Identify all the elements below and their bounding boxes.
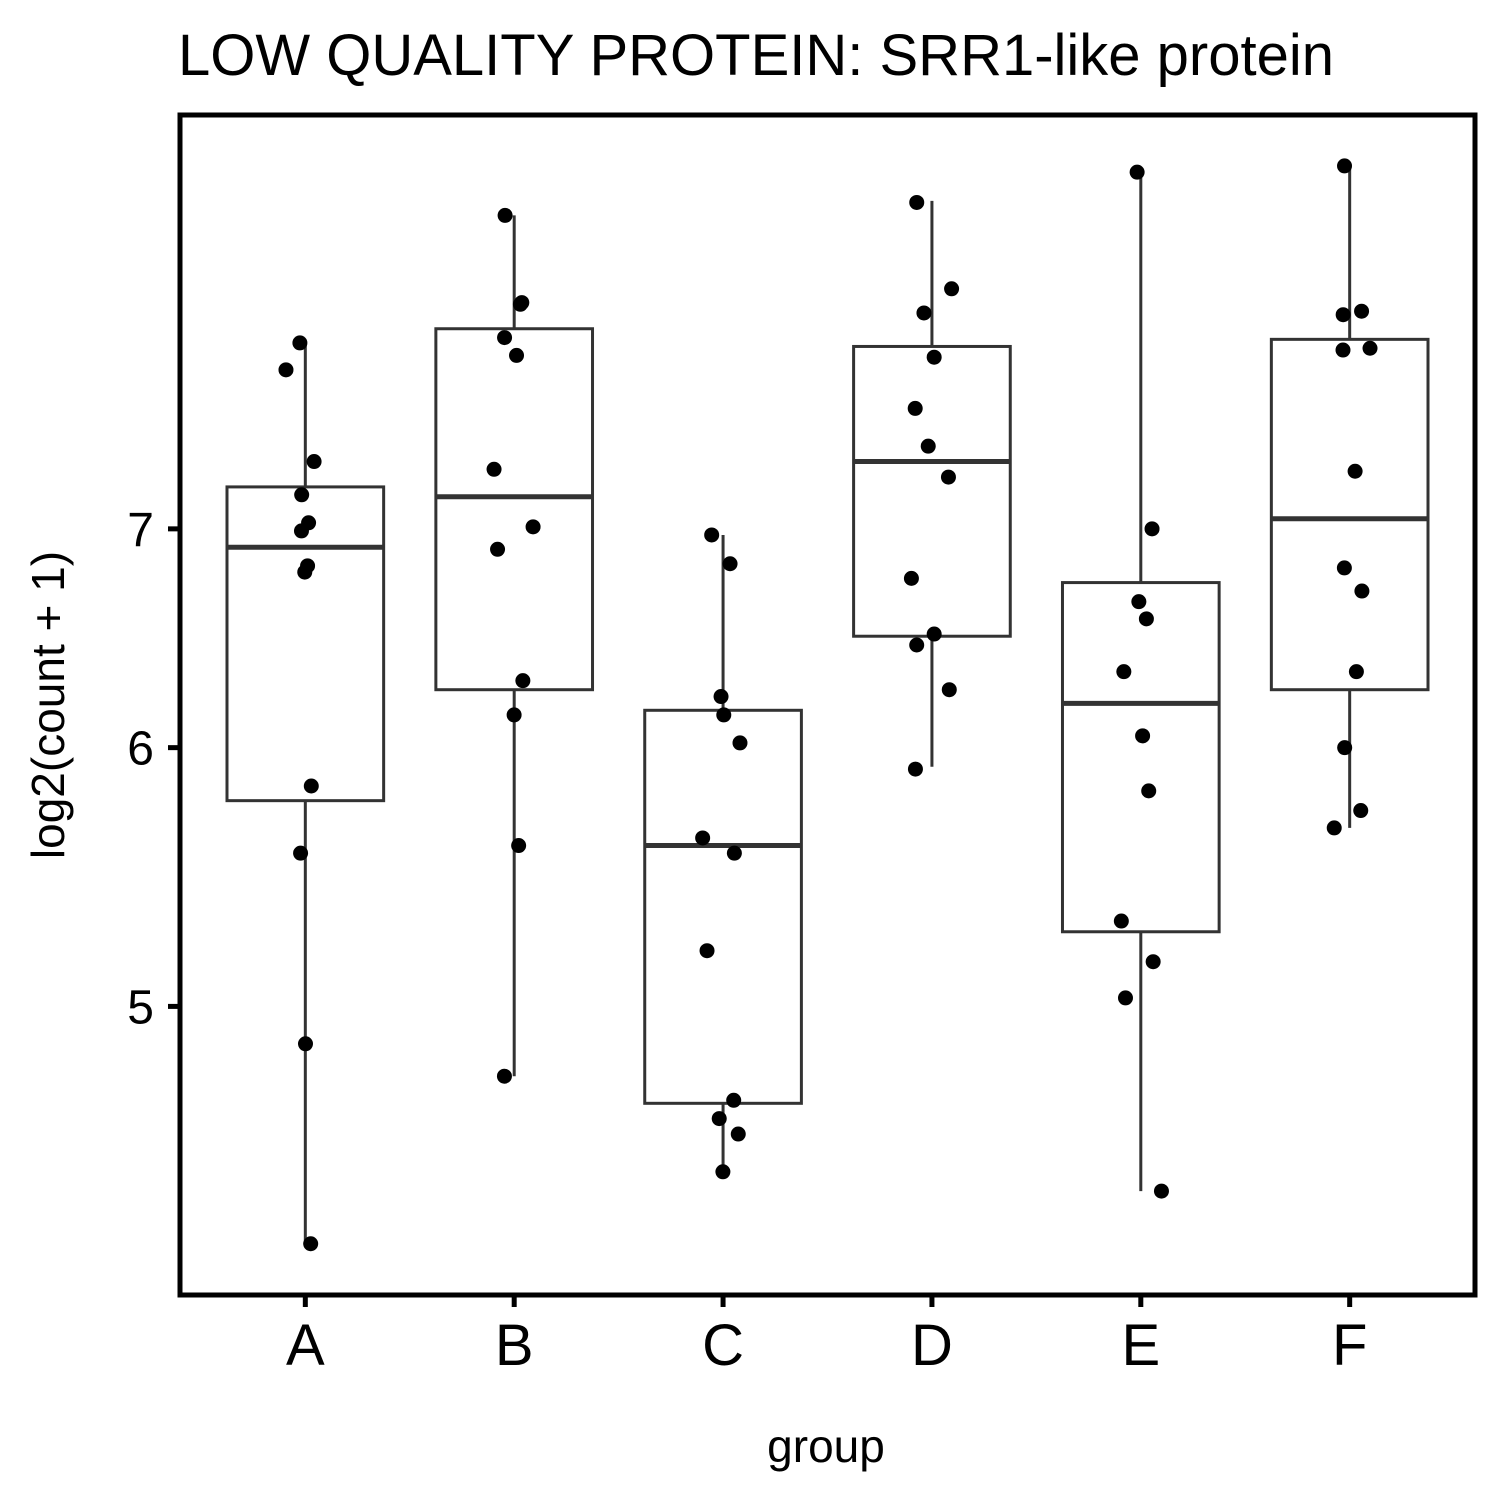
box <box>1269 337 1430 692</box>
data-point <box>496 1068 512 1084</box>
data-point <box>730 1126 746 1142</box>
box <box>225 485 386 803</box>
data-point <box>1335 307 1351 323</box>
data-point <box>303 1236 319 1252</box>
data-point <box>715 1164 731 1180</box>
data-point <box>1337 740 1353 756</box>
x-tick-label: A <box>286 1313 325 1378</box>
data-point <box>732 735 748 751</box>
data-point <box>303 778 319 794</box>
data-point <box>713 689 729 705</box>
data-point <box>525 519 541 535</box>
panel-border <box>177 112 1478 1298</box>
data-point <box>509 347 525 363</box>
data-point <box>944 281 960 297</box>
y-tick-label: 5 <box>127 981 154 1034</box>
data-point <box>909 194 925 210</box>
data-point <box>294 487 310 503</box>
x-tick-label: D <box>911 1313 953 1378</box>
data-point <box>726 845 742 861</box>
data-point <box>1348 664 1364 680</box>
data-point <box>920 438 936 454</box>
data-point <box>909 637 925 653</box>
data-point <box>297 564 313 580</box>
data-point <box>1138 611 1154 627</box>
data-point <box>711 1111 727 1127</box>
chart-title: LOW QUALITY PROTEIN: SRR1-like protein <box>178 23 1334 88</box>
data-point <box>940 469 956 485</box>
x-tick-label: E <box>1121 1313 1160 1378</box>
data-point <box>907 400 923 416</box>
data-point <box>704 527 720 543</box>
data-point <box>490 541 506 557</box>
data-point <box>292 335 308 351</box>
data-point <box>1135 728 1151 744</box>
data-point <box>1113 913 1129 929</box>
data-point <box>699 943 715 959</box>
data-point <box>293 845 309 861</box>
data-point <box>722 556 738 572</box>
x-tick-label: F <box>1332 1313 1367 1378</box>
data-point <box>278 362 294 378</box>
data-point <box>907 761 923 777</box>
data-point <box>1116 664 1132 680</box>
data-point <box>1144 521 1160 537</box>
y-axis-label: log2(count + 1) <box>22 551 74 859</box>
data-point <box>695 830 711 846</box>
data-point <box>1117 990 1133 1006</box>
box <box>434 327 595 692</box>
box <box>643 708 803 1105</box>
data-point <box>1353 803 1369 819</box>
data-point <box>716 707 732 723</box>
data-point <box>1131 594 1147 610</box>
data-point <box>515 673 531 689</box>
data-point <box>941 682 957 698</box>
x-tick-label: B <box>495 1313 534 1378</box>
data-point <box>1141 783 1157 799</box>
data-point <box>1153 1183 1169 1199</box>
data-point <box>497 207 513 223</box>
data-point <box>926 626 942 642</box>
box <box>1060 581 1221 934</box>
data-point <box>506 707 522 723</box>
data-point <box>497 330 513 346</box>
data-point <box>1145 954 1161 970</box>
data-point <box>726 1092 742 1108</box>
data-point <box>903 570 919 586</box>
data-point <box>486 461 502 477</box>
data-point <box>1362 340 1378 356</box>
data-point <box>1354 303 1370 319</box>
data-point <box>1337 158 1353 174</box>
data-point <box>1347 463 1363 479</box>
data-point <box>511 838 527 854</box>
data-point <box>512 296 528 312</box>
data-point <box>293 523 309 539</box>
data-point <box>1336 560 1352 576</box>
data-point <box>1335 342 1351 358</box>
data-point <box>1354 583 1370 599</box>
data-point <box>306 454 322 470</box>
data-point <box>1129 164 1145 180</box>
y-tick-label: 7 <box>127 504 154 557</box>
box <box>852 344 1012 638</box>
data-point <box>1326 820 1342 836</box>
x-tick-label: C <box>702 1313 744 1378</box>
x-axis-label: group <box>767 1420 885 1472</box>
data-point <box>916 305 932 321</box>
data-point <box>926 349 942 365</box>
y-tick-label: 6 <box>127 723 154 776</box>
data-point <box>297 1036 313 1052</box>
